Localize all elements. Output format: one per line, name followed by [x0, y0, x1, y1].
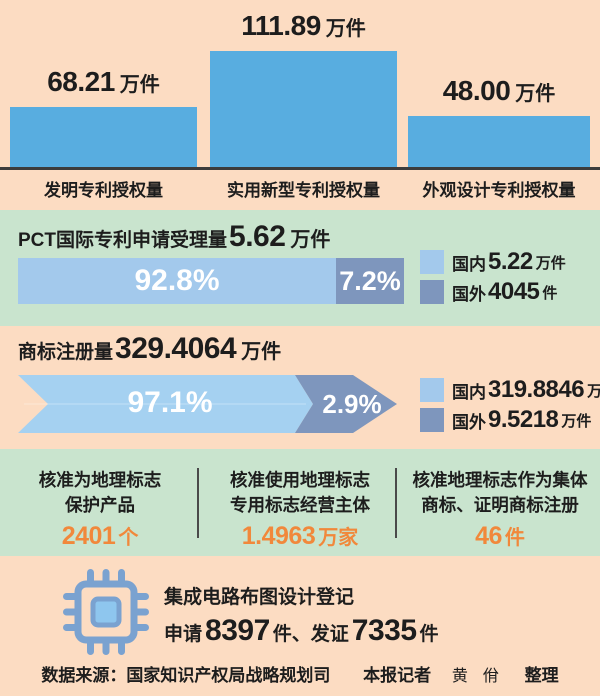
- pct-title-text: PCT国际专利申请受理量: [18, 230, 228, 251]
- column-divider: [395, 468, 397, 538]
- geo-value-number: 46: [475, 522, 502, 550]
- geo-label-line: 核准使用地理标志: [230, 470, 370, 490]
- ic-certificates-value: 7335: [351, 614, 417, 647]
- bar-value-label: 48.00 万件: [408, 75, 590, 107]
- legend-swatch-light-icon: [420, 378, 444, 402]
- ic-mid-text: 件、发证: [272, 624, 349, 645]
- arrow-foreign-segment: [295, 375, 397, 433]
- pct-title: PCT国际专利申请受理量 5.62 万件: [18, 220, 330, 254]
- pct-title-unit: 万件: [290, 229, 331, 251]
- trademark-legend: 国内 319.8846 万件 国外 9.5218 万件: [420, 376, 600, 438]
- bar-category-label: 外观设计专利授权量: [422, 181, 576, 200]
- pct-section: PCT国际专利申请受理量 5.62 万件 92.8% 7.2% 国内 5.22 …: [0, 210, 600, 326]
- bar-category-label: 实用新型专利授权量: [227, 181, 380, 200]
- geo-label-line: 专用标志经营主体: [230, 495, 370, 515]
- bar-value: 111.89: [241, 10, 321, 41]
- legend-value: 9.5218: [488, 406, 559, 433]
- ic-prefix: 申请: [164, 624, 203, 645]
- geo-column-collective-marks: 核准地理标志作为集体 商标、证明商标注册 46 件: [400, 449, 600, 556]
- legend-value: 4045: [488, 278, 540, 305]
- ic-layout-section: 集成电路布图设计登记 申请 8397 件、发证 7335 件 数据来源：国家知识…: [0, 556, 600, 696]
- trademark-title: 商标注册量 329.4064 万件: [18, 332, 281, 366]
- geo-value-number: 2401: [61, 522, 116, 550]
- ic-text-block: 集成电路布图设计登记 申请 8397 件、发证 7335 件: [164, 582, 439, 648]
- legend-label: 国外: [452, 284, 486, 304]
- patent-bar-chart-section: 68.21 万件 111.89 万件 48.00 万件 发明专利授权量 实用新型专利授…: [0, 0, 600, 210]
- trademark-title-value: 329.4064: [115, 332, 237, 365]
- legend-swatch-dark-icon: [420, 280, 444, 304]
- legend-unit: 万件: [561, 412, 592, 430]
- chip-icon: [63, 569, 149, 655]
- legend-item-domestic: 国内 5.22 万件: [420, 248, 566, 275]
- legend-unit: 件: [542, 284, 558, 302]
- bar-value-unit: 万件: [119, 74, 160, 96]
- geo-value-unit: 个: [118, 527, 139, 549]
- geo-label-line: 商标、证明商标注册: [421, 495, 579, 515]
- data-source-footer: 数据来源：国家知识产权局战略规划司 本报记者 黄 佾 整理: [0, 661, 600, 686]
- bar-value-label: 111.89 万件: [210, 10, 397, 42]
- trademark-title-unit: 万件: [241, 341, 282, 363]
- legend-unit: 万件: [535, 254, 566, 272]
- legend-item-foreign: 国外 9.5218 万件: [420, 406, 600, 433]
- trademark-foreign-pct: 2.9%: [322, 389, 382, 419]
- pct-title-value: 5.62: [229, 220, 286, 253]
- ic-suffix: 件: [419, 624, 439, 645]
- geo-value: 1.4963 万家: [200, 521, 400, 551]
- reporter-label: 本报记者: [363, 666, 432, 685]
- trademark-arrow-bar: [18, 375, 397, 433]
- geo-value-unit: 件: [504, 527, 525, 549]
- bar-value-unit: 万件: [325, 18, 366, 40]
- bar-value-unit: 万件: [515, 83, 556, 105]
- chart-baseline: [0, 167, 600, 170]
- legend-swatch-dark-icon: [420, 408, 444, 432]
- pct-legend: 国内 5.22 万件 国外 4045 件: [420, 248, 566, 310]
- ic-applications-value: 8397: [205, 614, 270, 647]
- bar-category-label: 发明专利授权量: [44, 181, 163, 200]
- ic-title: 集成电路布图设计登记: [164, 587, 355, 608]
- legend-swatch-light-icon: [420, 250, 444, 274]
- bar-value-label: 68.21 万件: [10, 66, 197, 98]
- legend-unit: 万件: [587, 382, 600, 400]
- bar-value: 48.00: [442, 75, 511, 106]
- legend-value: 319.8846: [488, 376, 585, 403]
- bar-design-patents: [408, 116, 590, 167]
- pct-foreign-segment: 7.2%: [336, 258, 404, 304]
- footer-suffix: 整理: [524, 666, 559, 685]
- legend-label: 国内: [452, 382, 486, 402]
- geo-column-business-entities: 核准使用地理标志 专用标志经营主体 1.4963 万家: [200, 449, 400, 556]
- legend-value: 5.22: [488, 248, 533, 275]
- bar-value: 68.21: [47, 66, 115, 97]
- legend-label: 国外: [452, 412, 486, 432]
- geo-label-line: 保护产品: [65, 495, 135, 515]
- legend-item-foreign: 国外 4045 件: [420, 278, 566, 305]
- trademark-title-text: 商标注册量: [18, 342, 114, 363]
- trademark-domestic-pct: 97.1%: [127, 386, 213, 419]
- reporter-name: 黄 佾: [451, 666, 504, 685]
- geo-value-unit: 万家: [318, 527, 359, 549]
- arrow-domestic-segment: [18, 375, 313, 433]
- legend-item-domestic: 国内 319.8846 万件: [420, 376, 600, 403]
- pct-domestic-segment: 92.8%: [18, 258, 336, 304]
- geo-column-protected-products: 核准为地理标志 保护产品 2401 个: [0, 449, 200, 556]
- geo-label-line: 核准为地理标志: [38, 470, 162, 490]
- ic-stats-line: 申请 8397 件、发证 7335 件: [164, 614, 439, 648]
- geo-label-line: 核准地理标志作为集体: [412, 470, 588, 490]
- geo-value: 46 件: [400, 521, 600, 551]
- geo-value: 2401 个: [0, 521, 200, 551]
- pct-stacked-bar: 92.8% 7.2%: [18, 258, 404, 304]
- bar-utility-model-patents: [210, 51, 397, 167]
- bar-invention-patents: [10, 107, 197, 167]
- data-source-text: 数据来源：国家知识产权局战略规划司: [41, 666, 331, 685]
- geo-indications-section: 核准为地理标志 保护产品 2401 个 核准使用地理标志 专用标志经营主体 1.4…: [0, 449, 600, 556]
- geo-value-number: 1.4963: [241, 522, 316, 550]
- legend-label: 国内: [452, 254, 486, 274]
- column-divider: [197, 468, 199, 538]
- trademark-section: 商标注册量 329.4064 万件 97.1% 2.9% 国内 319.8846…: [0, 326, 600, 449]
